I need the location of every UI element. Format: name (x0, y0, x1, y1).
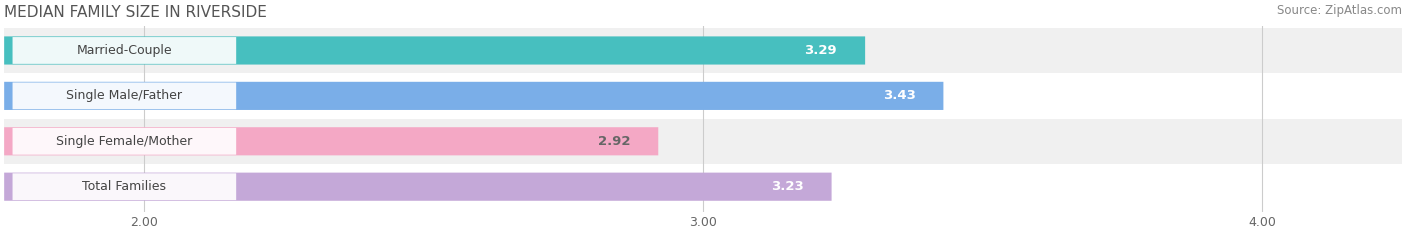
Text: Source: ZipAtlas.com: Source: ZipAtlas.com (1277, 4, 1402, 17)
Text: MEDIAN FAMILY SIZE IN RIVERSIDE: MEDIAN FAMILY SIZE IN RIVERSIDE (4, 5, 267, 20)
FancyBboxPatch shape (4, 82, 943, 110)
FancyBboxPatch shape (4, 36, 865, 65)
FancyBboxPatch shape (13, 128, 236, 155)
FancyBboxPatch shape (13, 82, 236, 109)
FancyBboxPatch shape (4, 119, 1402, 164)
Text: 3.43: 3.43 (883, 89, 915, 102)
FancyBboxPatch shape (4, 173, 831, 201)
Text: Single Male/Father: Single Male/Father (66, 89, 183, 102)
FancyBboxPatch shape (13, 37, 236, 64)
Text: 3.23: 3.23 (770, 180, 804, 193)
FancyBboxPatch shape (4, 28, 1402, 73)
FancyBboxPatch shape (4, 73, 1402, 119)
Text: Married-Couple: Married-Couple (76, 44, 172, 57)
Text: Total Families: Total Families (83, 180, 166, 193)
Text: 2.92: 2.92 (598, 135, 630, 148)
FancyBboxPatch shape (4, 164, 1402, 209)
FancyBboxPatch shape (13, 173, 236, 200)
FancyBboxPatch shape (4, 127, 658, 155)
Text: 3.29: 3.29 (804, 44, 837, 57)
Text: Single Female/Mother: Single Female/Mother (56, 135, 193, 148)
